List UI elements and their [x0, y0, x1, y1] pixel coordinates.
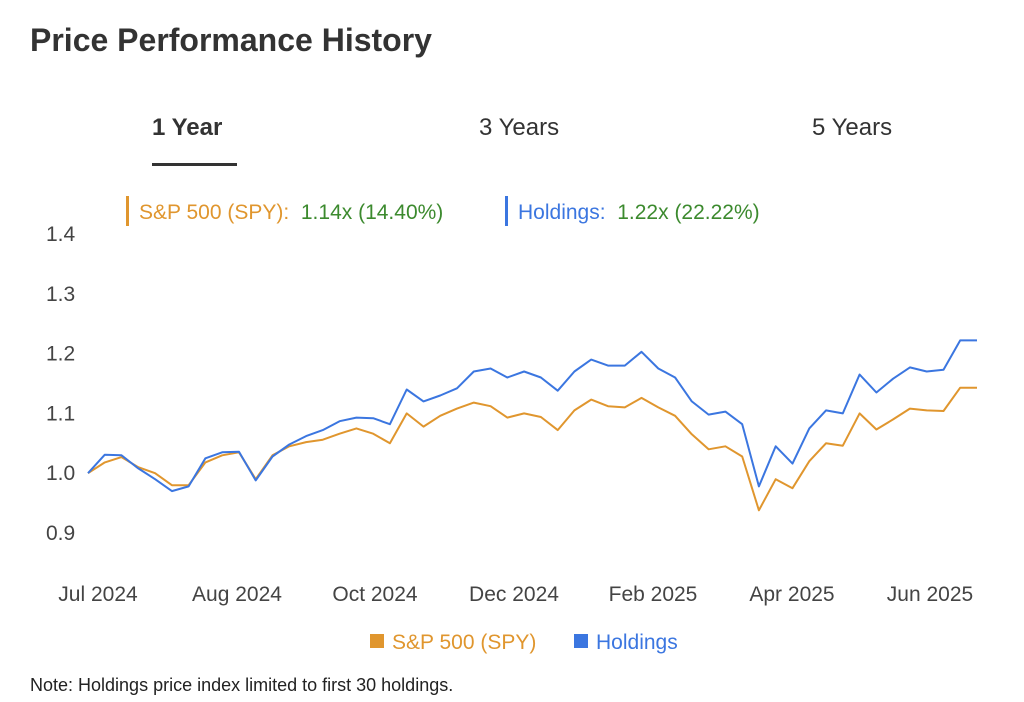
active-tab-indicator: [152, 163, 237, 166]
x-tick-label: Jun 2025: [887, 583, 973, 606]
legend-swatch-holdings: [574, 634, 588, 648]
chart-legend[interactable]: S&P 500 (SPY) Holdings: [370, 631, 678, 654]
tab-1-year[interactable]: 1 Year: [152, 114, 223, 141]
y-axis: 1.4 1.3 1.2 1.1 1.0 0.9: [46, 223, 76, 545]
y-tick-label: 1.3: [46, 283, 75, 306]
footnote: Note: Holdings price index limited to fi…: [30, 675, 454, 695]
x-tick-label: Feb 2025: [609, 583, 698, 606]
tab-5-years[interactable]: 5 Years: [812, 114, 893, 141]
legend-swatch-spy: [370, 634, 384, 648]
y-tick-label: 0.9: [46, 522, 75, 545]
page-title: Price Performance History: [30, 22, 432, 58]
holdings-line: [87, 339, 977, 493]
holdings-summary-label: Holdings:: [518, 201, 606, 224]
spy-summary: S&P 500 (SPY): 1.14x (14.40%): [126, 196, 443, 226]
holdings-color-bar: [505, 196, 508, 226]
tab-3-years[interactable]: 3 Years: [479, 114, 560, 141]
spy-line: [87, 386, 977, 512]
x-tick-label: Dec 2024: [469, 583, 559, 606]
spy-summary-label: S&P 500 (SPY):: [139, 201, 290, 224]
y-tick-label: 1.4: [46, 223, 76, 246]
x-tick-label: Jul 2024: [58, 583, 138, 606]
legend-label-spy[interactable]: S&P 500 (SPY): [392, 631, 536, 654]
y-tick-label: 1.0: [46, 462, 75, 485]
spy-color-bar: [126, 196, 129, 226]
x-axis: Jul 2024 Aug 2024 Oct 2024 Dec 2024 Feb 2025…: [58, 583, 973, 606]
legend-label-holdings[interactable]: Holdings: [596, 631, 678, 654]
chart-lines: [87, 339, 977, 512]
y-tick-label: 1.1: [46, 402, 75, 425]
spy-summary-value: 1.14x (14.40%): [300, 201, 444, 224]
x-tick-label: Aug 2024: [192, 583, 282, 606]
x-tick-label: Oct 2024: [332, 583, 418, 606]
x-tick-label: Apr 2025: [749, 583, 834, 606]
y-tick-label: 1.2: [46, 343, 75, 366]
holdings-summary-value: 1.22x (22.22%): [617, 201, 760, 224]
holdings-summary: Holdings: 1.22x (22.22%): [505, 196, 760, 226]
